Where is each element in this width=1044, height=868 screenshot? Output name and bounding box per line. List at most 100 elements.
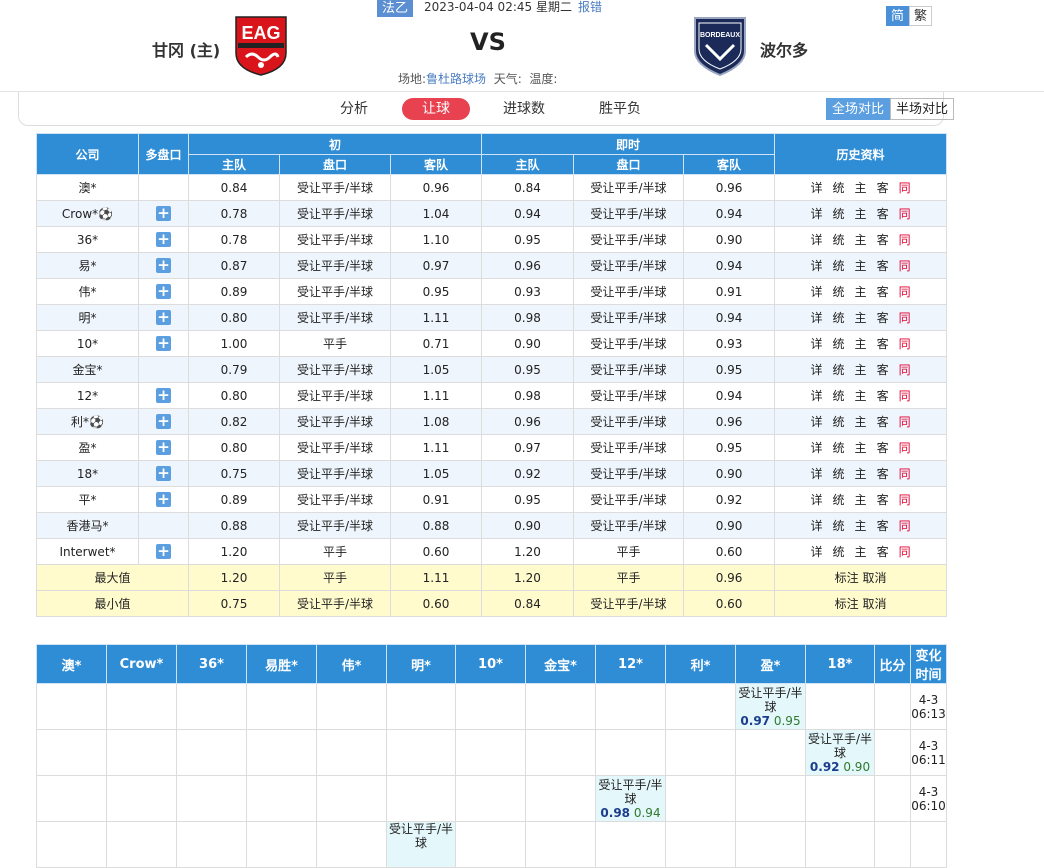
history-link[interactable]: 统 xyxy=(832,441,845,455)
history-link[interactable]: 统 xyxy=(832,259,845,273)
history-link[interactable]: 详 xyxy=(810,389,823,403)
history-link[interactable]: 客 xyxy=(876,233,889,247)
history-link[interactable]: 详 xyxy=(810,259,823,273)
history-link[interactable]: 主 xyxy=(854,389,867,403)
history-link[interactable]: 详 xyxy=(810,519,823,533)
history-link[interactable]: 客 xyxy=(876,337,889,351)
history-link[interactable]: 主 xyxy=(854,519,867,533)
venue-name[interactable]: 鲁杜路球场 xyxy=(426,72,487,86)
expand-plus-icon[interactable]: + xyxy=(156,386,171,404)
away-team-name[interactable]: 波尔多 xyxy=(760,41,809,60)
lang-simplified-button[interactable]: 简 xyxy=(886,6,909,26)
history-link[interactable]: 主 xyxy=(854,311,867,325)
history-link[interactable]: 主 xyxy=(854,363,867,377)
company-name[interactable]: 金宝* xyxy=(36,356,139,383)
expand-plus-icon[interactable]: + xyxy=(156,204,171,222)
history-link[interactable]: 同 xyxy=(898,389,911,403)
history-link[interactable]: 详 xyxy=(810,415,823,429)
history-link[interactable]: 客 xyxy=(876,363,889,377)
company-name[interactable]: 易* xyxy=(36,252,139,279)
history-link[interactable]: 同 xyxy=(898,493,911,507)
history-link[interactable]: 统 xyxy=(832,363,845,377)
history-link[interactable]: 客 xyxy=(876,181,889,195)
company-name[interactable]: Interwet* xyxy=(36,538,139,565)
mark-cancel-links[interactable]: 标注 取消 xyxy=(774,590,948,617)
expand-plus-icon[interactable]: + xyxy=(156,438,171,456)
company-name[interactable]: 澳* xyxy=(36,174,139,201)
history-link[interactable]: 客 xyxy=(876,493,889,507)
history-link[interactable]: 客 xyxy=(876,545,889,559)
history-link[interactable]: 同 xyxy=(898,467,911,481)
history-link[interactable]: 详 xyxy=(810,285,823,299)
history-link[interactable]: 主 xyxy=(854,207,867,221)
tab-goals[interactable]: 进球数 xyxy=(503,101,545,117)
company-name[interactable]: 伟* xyxy=(36,278,139,305)
history-link[interactable]: 统 xyxy=(832,467,845,481)
half-match-compare-button[interactable]: 半场对比 xyxy=(890,98,955,120)
history-link[interactable]: 同 xyxy=(898,519,911,533)
history-link[interactable]: 主 xyxy=(854,467,867,481)
company-name[interactable]: 18* xyxy=(36,460,139,487)
history-link[interactable]: 统 xyxy=(832,493,845,507)
company-name[interactable]: Crow*⚽ xyxy=(36,200,139,227)
history-link[interactable]: 统 xyxy=(832,311,845,325)
company-name[interactable]: 平* xyxy=(36,486,139,513)
history-link[interactable]: 同 xyxy=(898,441,911,455)
league-badge[interactable]: 法乙 xyxy=(377,0,413,17)
history-link[interactable]: 详 xyxy=(810,441,823,455)
history-link[interactable]: 详 xyxy=(810,207,823,221)
expand-plus-icon[interactable]: + xyxy=(156,412,171,430)
history-link[interactable]: 客 xyxy=(876,467,889,481)
company-name[interactable]: 10* xyxy=(36,330,139,357)
expand-plus-icon[interactable]: + xyxy=(156,308,171,326)
history-link[interactable]: 客 xyxy=(876,259,889,273)
company-name[interactable]: 36* xyxy=(36,226,139,253)
history-link[interactable]: 同 xyxy=(898,207,911,221)
history-link[interactable]: 详 xyxy=(810,363,823,377)
expand-plus-icon[interactable]: + xyxy=(156,256,171,274)
history-link[interactable]: 统 xyxy=(832,233,845,247)
company-name[interactable]: 12* xyxy=(36,382,139,409)
history-link[interactable]: 客 xyxy=(876,441,889,455)
history-link[interactable]: 详 xyxy=(810,337,823,351)
history-link[interactable]: 主 xyxy=(854,441,867,455)
history-link[interactable]: 主 xyxy=(854,545,867,559)
expand-plus-icon[interactable]: + xyxy=(156,542,171,560)
tab-1x2[interactable]: 胜平负 xyxy=(599,101,641,117)
history-link[interactable]: 主 xyxy=(854,285,867,299)
history-link[interactable]: 主 xyxy=(854,233,867,247)
history-link[interactable]: 主 xyxy=(854,493,867,507)
expand-plus-icon[interactable]: + xyxy=(156,282,171,300)
history-link[interactable]: 统 xyxy=(832,519,845,533)
expand-plus-icon[interactable]: + xyxy=(156,334,171,352)
history-link[interactable]: 详 xyxy=(810,493,823,507)
expand-plus-icon[interactable]: + xyxy=(156,464,171,482)
history-link[interactable]: 详 xyxy=(810,545,823,559)
history-link[interactable]: 客 xyxy=(876,285,889,299)
history-link[interactable]: 统 xyxy=(832,337,845,351)
history-link[interactable]: 同 xyxy=(898,415,911,429)
mark-cancel-links[interactable]: 标注 取消 xyxy=(774,564,948,591)
history-link[interactable]: 主 xyxy=(854,181,867,195)
expand-plus-icon[interactable]: + xyxy=(156,230,171,248)
report-error-link[interactable]: 报错 xyxy=(578,0,603,14)
tab-handicap[interactable]: 让球 xyxy=(402,98,470,120)
history-link[interactable]: 同 xyxy=(898,545,911,559)
history-link[interactable]: 统 xyxy=(832,545,845,559)
company-name[interactable]: 盈* xyxy=(36,434,139,461)
history-link[interactable]: 详 xyxy=(810,233,823,247)
company-name[interactable]: 利*⚽ xyxy=(36,408,139,435)
history-link[interactable]: 同 xyxy=(898,181,911,195)
tab-analysis[interactable]: 分析 xyxy=(340,101,368,117)
history-link[interactable]: 客 xyxy=(876,519,889,533)
company-name[interactable]: 香港马* xyxy=(36,512,139,539)
history-link[interactable]: 主 xyxy=(854,415,867,429)
history-link[interactable]: 详 xyxy=(810,311,823,325)
lang-traditional-button[interactable]: 繁 xyxy=(909,6,932,26)
history-link[interactable]: 同 xyxy=(898,233,911,247)
home-team-name[interactable]: 甘冈 (主) xyxy=(152,41,221,60)
history-link[interactable]: 同 xyxy=(898,311,911,325)
history-link[interactable]: 同 xyxy=(898,285,911,299)
history-link[interactable]: 统 xyxy=(832,415,845,429)
history-link[interactable]: 主 xyxy=(854,337,867,351)
